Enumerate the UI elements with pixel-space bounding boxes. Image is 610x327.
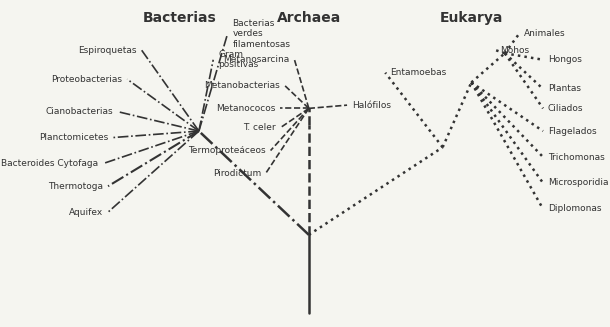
Text: Metanococos: Metanococos bbox=[216, 104, 275, 113]
Text: Diplomonas: Diplomonas bbox=[548, 204, 601, 214]
Text: Animales: Animales bbox=[524, 29, 565, 38]
Text: Proteobacterias: Proteobacterias bbox=[51, 75, 123, 84]
Text: Bacteroides Cytofaga: Bacteroides Cytofaga bbox=[1, 159, 98, 168]
Text: Microsporidia: Microsporidia bbox=[548, 179, 608, 187]
Text: Termoproteáceos: Termoproteáceos bbox=[188, 146, 266, 155]
Text: Gram
positivas: Gram positivas bbox=[218, 50, 258, 69]
Text: Metanobacterias: Metanobacterias bbox=[204, 81, 280, 90]
Text: Planctomicetes: Planctomicetes bbox=[39, 133, 108, 142]
Text: Bacterias
verdes
filamentosas: Bacterias verdes filamentosas bbox=[232, 19, 290, 49]
Text: Espiroquetas: Espiroquetas bbox=[78, 45, 137, 55]
Text: Flagelados: Flagelados bbox=[548, 127, 597, 136]
Text: Aquifex: Aquifex bbox=[69, 208, 103, 216]
Text: Pirodictum: Pirodictum bbox=[213, 169, 261, 178]
Text: Mohos: Mohos bbox=[500, 45, 529, 55]
Text: Thermotoga: Thermotoga bbox=[48, 182, 103, 191]
Text: Entamoebas: Entamoebas bbox=[390, 68, 447, 77]
Text: T. celer: T. celer bbox=[243, 123, 275, 132]
Text: Halófilos: Halófilos bbox=[352, 101, 391, 110]
Text: Bacterias: Bacterias bbox=[143, 11, 217, 25]
Text: Hongos: Hongos bbox=[548, 55, 582, 64]
Text: Eukarya: Eukarya bbox=[440, 11, 503, 25]
Text: Archaea: Archaea bbox=[277, 11, 341, 25]
Text: Plantas: Plantas bbox=[548, 84, 581, 94]
Text: Trichomonas: Trichomonas bbox=[548, 152, 605, 162]
Text: Ciliados: Ciliados bbox=[548, 104, 583, 113]
Text: Cianobacterias: Cianobacterias bbox=[45, 107, 113, 116]
Text: Metanosarcina: Metanosarcina bbox=[223, 55, 290, 64]
